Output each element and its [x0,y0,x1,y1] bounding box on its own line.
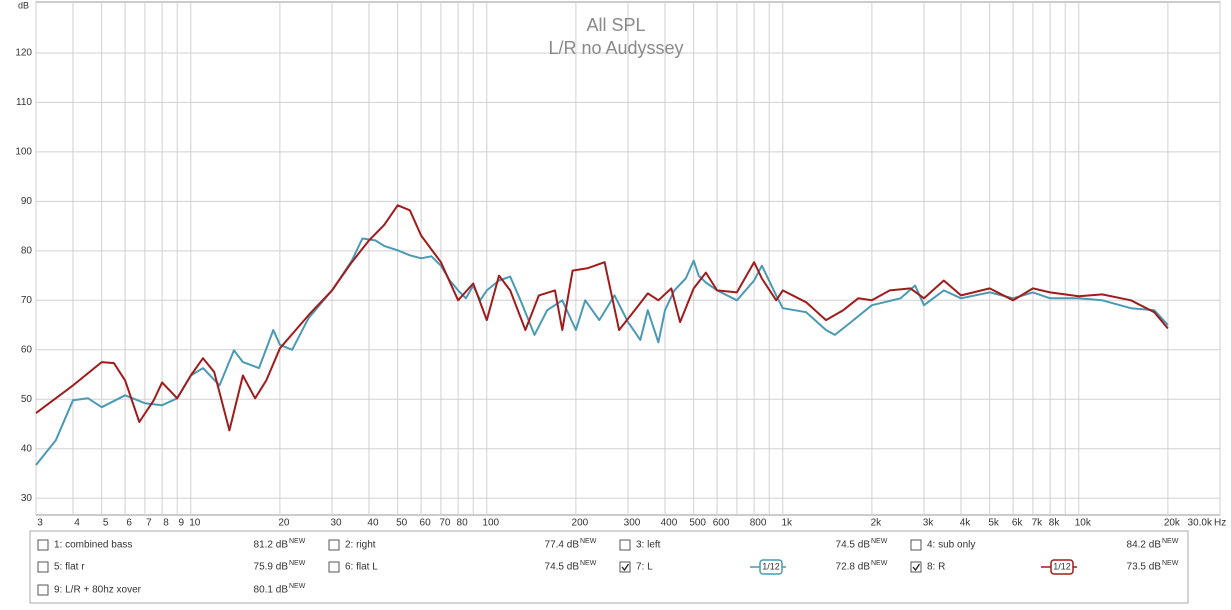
y-tick-label: 90 [21,196,33,207]
x-tick-label: 5 [103,518,109,529]
legend-label[interactable]: 6: flat L [345,562,378,573]
legend-label[interactable]: 3: left [636,540,661,551]
y-tick-label: 80 [21,245,33,256]
legend-level: 77.4 dB [545,540,580,551]
x-tick-label: 1k [781,518,793,529]
x-tick-label: 8k [1049,518,1061,529]
x-tick-label: 200 [572,518,589,529]
checkbox[interactable] [37,584,49,596]
checkbox[interactable] [37,561,49,573]
x-tick-label: 7k [1032,518,1044,529]
new-tag: NEW [1162,560,1179,567]
new-tag: NEW [580,560,597,567]
legend-label[interactable]: 9: L/R + 80hz xover [54,585,142,596]
x-tick-label: 10k [1075,518,1092,529]
x-tick-label: 6k [1012,518,1024,529]
x-tick-label: 7 [146,518,152,529]
legend-panel [29,530,1189,604]
y-tick-label: 70 [21,295,33,306]
x-tick-label: 8 [163,518,169,529]
new-tag: NEW [289,583,306,590]
x-tick-label: 3 [37,518,43,529]
legend-label[interactable]: 1: combined bass [54,540,132,551]
legend-level: 84.2 dB [1127,540,1162,551]
y-axis-label: dB [18,0,29,10]
legend-level: 74.5 dB [545,562,580,573]
x-tick-label: 2k [871,518,883,529]
response-line [35,237,1169,466]
checkbox[interactable] [328,539,340,551]
x-tick-label: 800 [750,518,767,529]
y-tick-label: 60 [21,344,33,355]
chart-title: All SPL [586,15,645,35]
legend-level: 81.2 dB [254,540,289,551]
x-tick-label: 6 [126,518,132,529]
legend-label[interactable]: 5: flat r [54,562,85,573]
new-tag: NEW [871,560,888,567]
legend-level: 80.1 dB [254,585,289,596]
chart-subtitle: L/R no Audyssey [548,38,683,58]
new-tag: NEW [289,538,306,545]
new-tag: NEW [871,538,888,545]
y-tick-label: 50 [21,394,33,405]
x-tick-label: 10 [189,518,201,529]
x-tick-label: 600 [713,518,730,529]
checkbox[interactable] [619,539,631,551]
x-tick-label: 400 [661,518,678,529]
x-tick-label: 4k [960,518,972,529]
legend-level: 75.9 dB [254,562,289,573]
x-tick-label: 50 [396,518,408,529]
legend-label[interactable]: 8: R [927,562,945,573]
x-tick-label: 20k [1164,518,1181,529]
checkbox[interactable] [910,539,922,551]
x-tick-label: 100 [482,518,499,529]
x-tick-label: 60 [420,518,432,529]
new-tag: NEW [580,538,597,545]
y-tick-label: 40 [21,443,33,454]
legend-level: 73.5 dB [1127,562,1162,573]
checkbox[interactable] [910,561,922,573]
x-tick-label: 70 [439,518,451,529]
legend-label[interactable]: 4: sub only [927,540,975,551]
x-tick-label: 300 [624,518,641,529]
checkbox[interactable] [328,561,340,573]
response-line [35,204,1169,432]
x-tick-label: 9 [178,518,184,529]
new-tag: NEW [289,560,306,567]
smoothing-box [759,559,783,575]
y-tick-label: 30 [21,493,33,504]
checkbox[interactable] [37,539,49,551]
y-tick-label: 120 [15,48,32,59]
y-tick-label: 110 [16,97,32,108]
x-tick-label: 500 [689,518,706,529]
x-tick-label: 4 [74,518,80,529]
x-tick-label: 5k [988,518,1000,529]
x-tick-label: 80 [457,518,469,529]
x-tick-label: 20 [278,518,290,529]
smoothing-box [1050,559,1074,575]
legend-label[interactable]: 2: right [345,540,376,551]
legend-label[interactable]: 7: L [636,562,653,573]
smoothing-label: 1/12 [762,561,780,571]
new-tag: NEW [1162,538,1179,545]
smoothing-label: 1/12 [1053,561,1071,571]
legend-level: 74.5 dB [836,540,871,551]
x-tick-label: 3k [923,518,935,529]
y-tick-label: 100 [15,147,32,158]
x-tick-label: 30.0k [1188,518,1213,529]
checkbox[interactable] [619,561,631,573]
legend-level: 72.8 dB [836,562,871,573]
checkmark [621,563,630,572]
x-axis-label: Hz [1214,518,1226,529]
x-tick-label: 40 [367,518,379,529]
x-tick-label: 30 [330,518,342,529]
checkmark [912,563,921,572]
